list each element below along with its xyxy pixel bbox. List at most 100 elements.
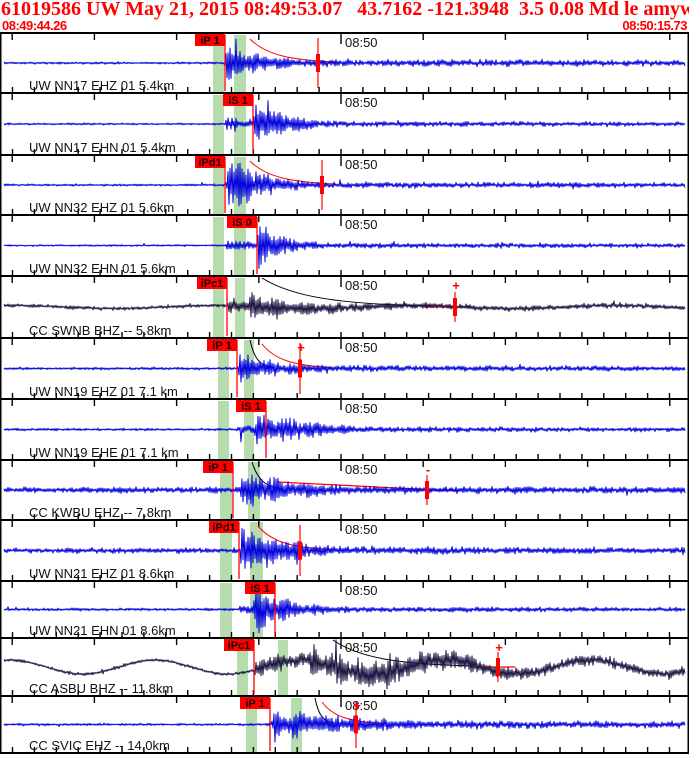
amplitude-marker-handle[interactable] (316, 54, 320, 72)
time-label: 08:50 (345, 401, 378, 416)
trace-panel[interactable]: 08:50 UW NN32 EHN 01 5.6km iS 0 (3, 216, 686, 276)
trace-panel[interactable]: 08:50 CC ASBU BHZ -- 11.8km iPc1 + (3, 639, 686, 696)
trace-panel[interactable]: 08:50 UW NN17 EHN 01 5.4km iS 1 (3, 94, 686, 155)
pick-window-band (220, 522, 232, 580)
waveform[interactable] (3, 292, 686, 320)
time-label: 08:50 (345, 95, 378, 110)
station-label: UW NN32 EHZ 01 5.6km (29, 200, 174, 215)
trace-panel[interactable]: 08:50 UW NN21 EHN 01 8.6km iS 1 (3, 582, 686, 638)
station-label: UW NN21 EHN 01 8.6km (29, 623, 176, 638)
pick-flag-label: iPc1 (201, 278, 224, 290)
pick-flag-label: iS 1 (228, 95, 248, 107)
amplitude-sign: + (495, 640, 503, 655)
waveform[interactable] (3, 474, 686, 507)
pick-flag-label: iP 1 (200, 35, 219, 47)
station-label: UW NN17 EHN 01 5.4km (29, 140, 176, 155)
time-label: 08:50 (345, 278, 378, 293)
pick-window-band (234, 95, 246, 154)
panel-border (0, 337, 689, 339)
panel-border (0, 214, 689, 216)
amplitude-marker-handle[interactable] (320, 176, 324, 194)
pick-flag[interactable] (224, 639, 254, 651)
trace-panel[interactable]: 08:50 CC KWBU EHZ -- 7.8km iP 1 - (3, 461, 686, 520)
pick-window-band (235, 278, 245, 337)
panel-border (0, 459, 689, 461)
time-label: 08:50 (345, 217, 378, 232)
pick-flag[interactable] (236, 400, 266, 412)
amplitude-marker-handle[interactable] (425, 481, 429, 499)
pick-flag-label: iP 1 (245, 698, 264, 710)
trace-panel[interactable]: 08:50 CC SVIC EHZ -- 14.0km iP 1 + (3, 697, 686, 753)
amplitude-sign: + (452, 278, 460, 293)
pick-flag[interactable] (197, 277, 227, 289)
waveform[interactable] (3, 226, 686, 269)
pick-window-band (234, 35, 246, 92)
pick-flag-label: iS 0 (232, 217, 252, 229)
panel-border (0, 32, 689, 34)
trace-panel[interactable]: 08:50 UW NN32 EHZ 01 5.6km iPd1 (3, 156, 686, 215)
panel-border (0, 154, 689, 156)
waveform[interactable] (3, 100, 686, 140)
amplitude-marker-handle[interactable] (298, 359, 302, 378)
panel-border (0, 92, 689, 94)
waveform[interactable] (3, 528, 686, 569)
waveform[interactable] (3, 711, 686, 743)
pick-flag-label: iP 1 (212, 340, 231, 352)
time-window-bar: 08:49:44.26 08:50:15.73 (2, 19, 687, 32)
pick-flag[interactable] (203, 461, 233, 473)
pick-flag-label: iPc1 (228, 640, 251, 652)
pick-window-band (234, 217, 246, 275)
coda-decay-curve (261, 277, 431, 307)
pick-flag-label: iS 1 (241, 401, 261, 413)
trace-panel[interactable]: 08:50 UW NN17 EHZ 01 5.4km iP 1 (3, 34, 686, 93)
waveform[interactable] (3, 38, 686, 80)
pick-flag[interactable] (223, 94, 253, 106)
amplitude-sign: + (353, 698, 361, 713)
waveform[interactable] (3, 639, 686, 690)
station-label: UW NN17 EHZ 01 5.4km (29, 78, 174, 93)
time-label: 08:50 (345, 35, 378, 50)
pick-flag[interactable] (195, 34, 225, 46)
pick-window-band (213, 278, 224, 337)
pick-flag-label: iPd1 (212, 522, 235, 534)
pick-flag[interactable] (245, 582, 275, 594)
panel-border (0, 275, 689, 277)
pick-flag[interactable] (209, 521, 239, 533)
amplitude-marker-handle[interactable] (496, 658, 500, 676)
trace-panel[interactable]: 08:50 UW NN19 EHE 01 7.1 km iS 1 (3, 400, 686, 460)
waveform[interactable] (3, 414, 686, 445)
coda-decay-curve (332, 639, 474, 667)
amplitude-marker-handle[interactable] (298, 541, 302, 560)
amplitude-marker-handle[interactable] (354, 715, 358, 734)
pick-flag[interactable] (227, 216, 257, 228)
time-label: 08:50 (345, 157, 378, 172)
time-label: 08:50 (345, 340, 378, 355)
window-start-time: 08:49:44.26 (2, 18, 67, 33)
event-header: 61019586 UW May 21, 2015 08:49:53.07 43.… (1, 0, 689, 20)
station-label: UW NN32 EHN 01 5.6km (29, 261, 176, 276)
pick-flag[interactable] (195, 156, 225, 168)
trace-panel[interactable]: 08:50 UW NN19 EHZ 01 7.1 km iP 1 + (3, 339, 686, 399)
station-label: CC SVIC EHZ -- 14.0km (29, 738, 170, 753)
station-label: CC KWBU EHZ -- 7.8km (29, 505, 171, 520)
pick-flag[interactable] (240, 697, 270, 709)
waveform[interactable] (3, 354, 686, 383)
time-label: 08:50 (345, 522, 378, 537)
pick-flag-label: iPd1 (198, 157, 221, 169)
station-label: UW NN19 EHZ 01 7.1 km (29, 384, 178, 399)
waveform[interactable] (3, 589, 686, 634)
pick-window-band (237, 640, 248, 695)
station-label: CC SWNB BHZ -- 5.8km (29, 323, 171, 338)
amplitude-sign: + (297, 340, 305, 355)
trace-panel[interactable]: 08:50 CC SWNB BHZ -- 5.8km iPc1 + (3, 277, 686, 338)
trace-panel[interactable]: 08:50 UW NN21 EHZ 01 8.6km iPd1 (3, 521, 686, 581)
coda-decay-curve (249, 38, 337, 63)
amplitude-marker-handle[interactable] (453, 298, 457, 316)
time-label: 08:50 (345, 640, 378, 655)
time-label: 08:50 (345, 462, 378, 477)
pick-flag[interactable] (207, 339, 237, 351)
panel-border (0, 637, 689, 639)
waveform[interactable] (3, 162, 686, 207)
